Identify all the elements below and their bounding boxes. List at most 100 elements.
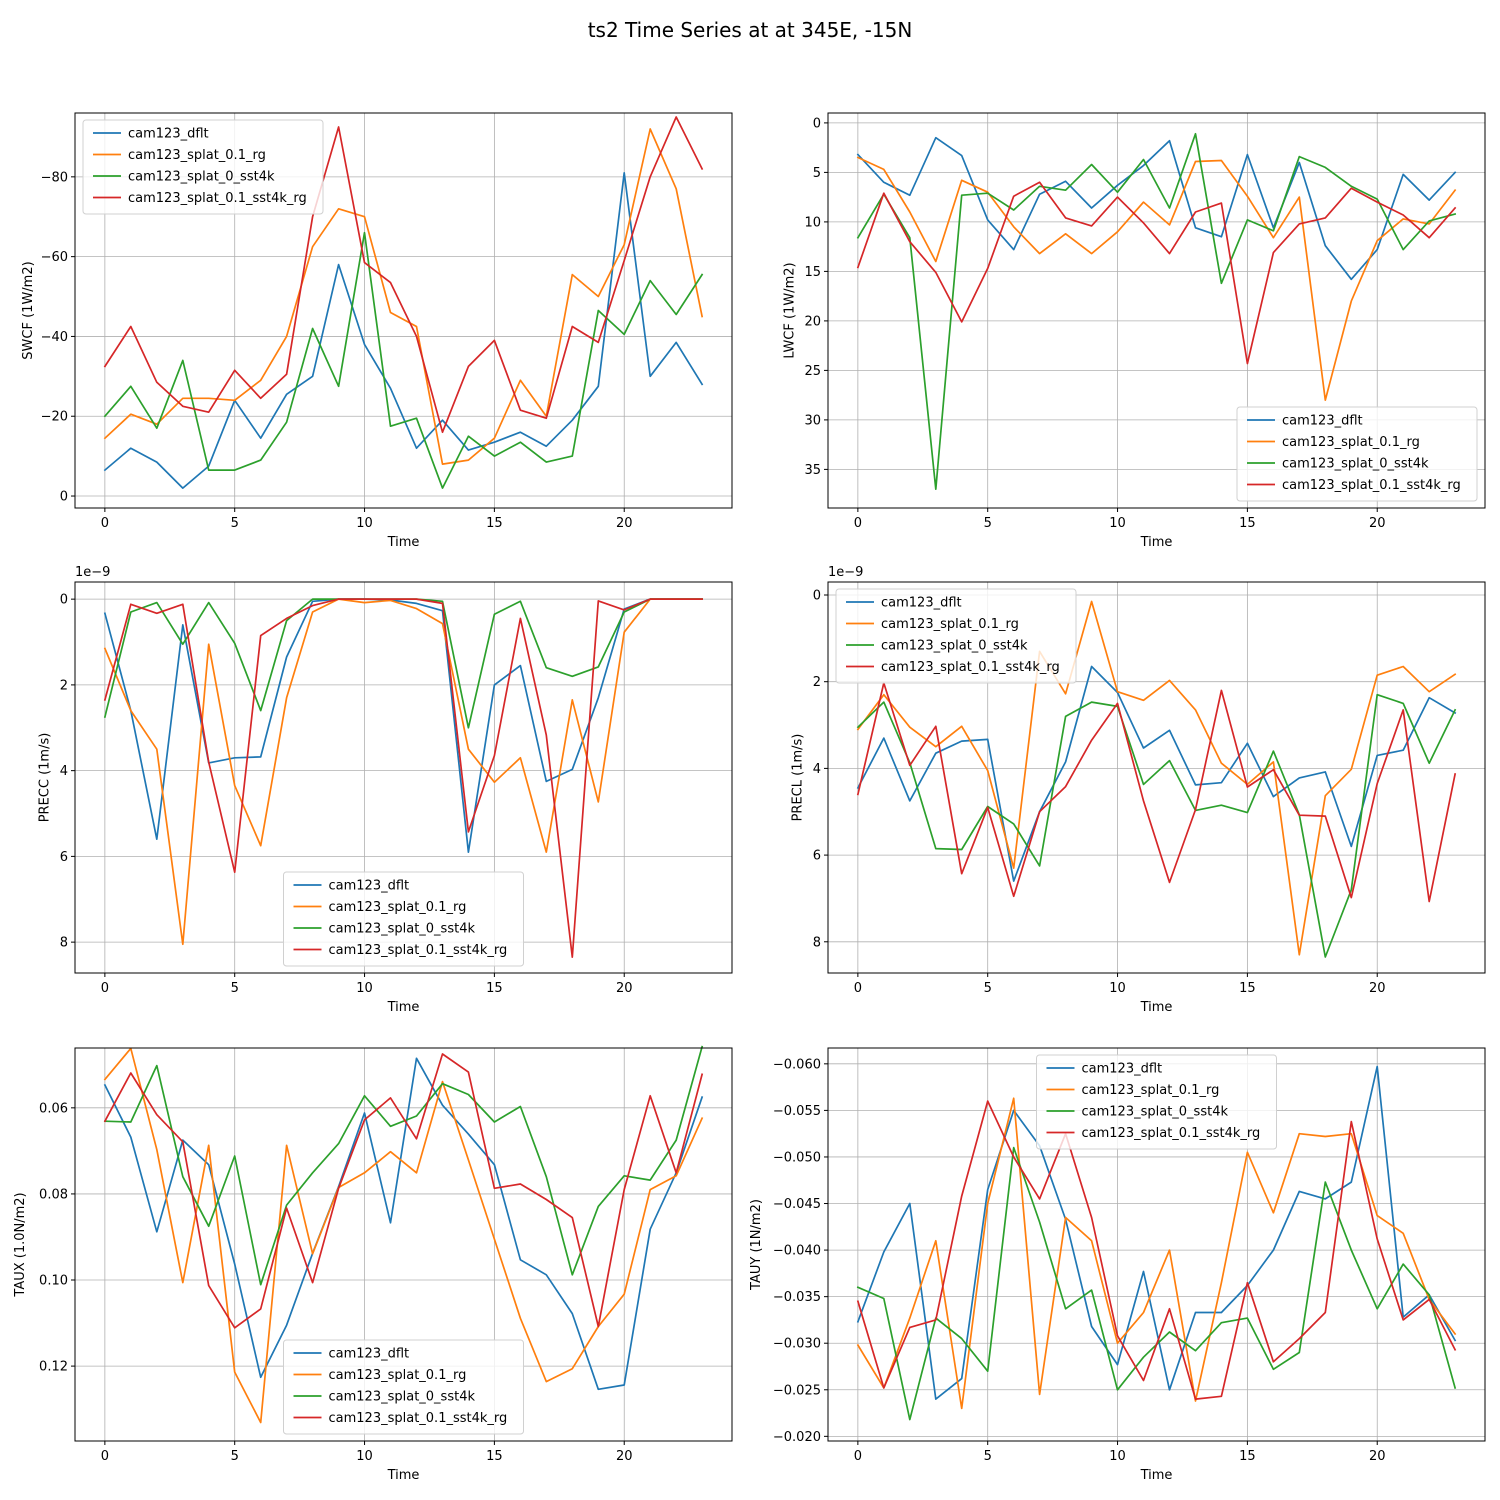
series-line-cam123-splat-0-1-rg xyxy=(103,598,703,946)
y-axis-offset-text: 1e−9 xyxy=(828,565,863,580)
y-tick-label: 0 xyxy=(60,490,68,505)
series-line-cam123-splat-0-1-rg xyxy=(856,600,1457,956)
x-axis-label: Time xyxy=(387,1000,420,1015)
chart-precc: 0 5 10 15 20 0 2 4 6 8 Time PRECC (1m/s) 1e−9 cam123_… xyxy=(38,565,733,1015)
chart-legend: cam123_dflt cam123_splat_0.1_rg cam123_spl… xyxy=(82,119,324,215)
y-axis-label: TAUX (1.0N/m2) xyxy=(13,1192,28,1297)
series-line-cam123-splat-0-sst4k xyxy=(103,231,704,489)
x-tick-label: 5 xyxy=(984,516,992,531)
y-tick-label: −0.020 xyxy=(773,1430,821,1445)
y-tick-label: 8 xyxy=(60,936,68,951)
series-line-cam123-splat-0-1-sst4k-rg xyxy=(856,682,1457,903)
y-tick-label: −0.035 xyxy=(773,1290,821,1305)
y-tick-label: 30 xyxy=(804,413,821,428)
y-tick-label: −0.045 xyxy=(773,1197,821,1212)
x-tick-label: 10 xyxy=(1109,1449,1126,1464)
x-tick-label: 10 xyxy=(356,1449,373,1464)
chart-taux-grid xyxy=(75,1048,732,1441)
x-axis-label: Time xyxy=(1140,1000,1173,1015)
y-tick-label: 4 xyxy=(813,762,821,777)
legend-entry: cam123_splat_0_sst4k xyxy=(1282,457,1429,472)
legend-entry: cam123_dflt xyxy=(329,1347,410,1362)
chart-taux: 0 5 10 15 20 0.06 0.08 0.10 0.12 Time TAUX (1.0N/m… xyxy=(13,1045,733,1483)
chart-legend: cam123_dflt cam123_splat_0.1_rg cam123_spl… xyxy=(1236,406,1478,502)
x-tick-label: 0 xyxy=(854,981,862,996)
legend-entry: cam123_splat_0.1_rg xyxy=(128,148,266,163)
x-axis-label: Time xyxy=(387,1468,420,1483)
y-tick-label: 0.08 xyxy=(39,1187,68,1202)
legend-entry: cam123_splat_0.1_rg xyxy=(329,1368,467,1383)
legend-box xyxy=(283,871,524,967)
legend-entry: cam123_splat_0_sst4k xyxy=(881,639,1028,654)
x-tick-label: 10 xyxy=(356,981,373,996)
y-tick-label: 0 xyxy=(813,116,821,131)
x-tick-label: 20 xyxy=(616,1449,633,1464)
chart-tauy: 0 5 10 15 20 −0.060 −0.055 −0.050 −0.045 −0.040 −0… xyxy=(749,1047,1486,1483)
y-tick-label: −0.040 xyxy=(773,1244,821,1259)
series-line-cam123-dflt xyxy=(856,136,1457,281)
series-line-cam123-splat-0-1-sst4k-rg xyxy=(103,116,704,434)
y-tick-label: −20 xyxy=(41,410,68,425)
y-tick-label: 0.06 xyxy=(39,1101,68,1116)
legend-entry: cam123_splat_0.1_rg xyxy=(329,900,467,915)
x-tick-label: 5 xyxy=(984,981,992,996)
x-axis-label: Time xyxy=(1140,535,1173,550)
plot-frame xyxy=(827,581,1486,974)
legend-entry: cam123_splat_0.1_sst4k_rg xyxy=(1082,1126,1261,1141)
chart-swcf-series xyxy=(103,116,704,489)
y-tick-label: −60 xyxy=(41,250,68,265)
figure-title: ts2 Time Series at at 345E, -15N xyxy=(588,18,913,42)
chart-legend: cam123_dflt cam123_splat_0.1_rg cam123_spl… xyxy=(283,871,524,967)
y-tick-label: 25 xyxy=(804,364,821,379)
x-tick-label: 5 xyxy=(984,1449,992,1464)
legend-box xyxy=(835,588,1077,684)
legend-entry: cam123_splat_0.1_sst4k_rg xyxy=(128,191,307,206)
legend-entry: cam123_dflt xyxy=(329,879,410,894)
series-line-cam123-splat-0-sst4k xyxy=(856,132,1457,491)
series-line-cam123-splat-0-1-sst4k-rg xyxy=(856,181,1457,365)
y-tick-label: 2 xyxy=(60,678,68,693)
x-tick-label: 20 xyxy=(1369,981,1386,996)
x-axis-label: Time xyxy=(1140,1468,1173,1483)
chart-precl: 0 5 10 15 20 0 2 4 6 8 Time PRECL (1m/s) 1e−9 cam123_… xyxy=(791,565,1486,1015)
chart-lwcf-series xyxy=(856,132,1457,491)
y-axis-label: SWCF (1W/m2) xyxy=(21,261,36,359)
legend-entry: cam123_splat_0_sst4k xyxy=(329,922,476,937)
series-line-cam123-splat-0-1-sst4k-rg xyxy=(103,1053,704,1329)
x-tick-label: 0 xyxy=(854,516,862,531)
x-tick-label: 15 xyxy=(1239,981,1256,996)
plot-frame xyxy=(827,112,1486,509)
legend-entry: cam123_dflt xyxy=(1082,1062,1163,1077)
x-tick-label: 20 xyxy=(616,516,633,531)
series-line-cam123-dflt xyxy=(856,665,1457,882)
y-tick-label: −0.055 xyxy=(773,1104,821,1119)
legend-entry: cam123_splat_0.1_sst4k_rg xyxy=(329,943,508,958)
x-tick-label: 15 xyxy=(1239,516,1256,531)
x-tick-label: 5 xyxy=(231,981,239,996)
y-tick-label: −0.025 xyxy=(773,1383,821,1398)
x-tick-label: 10 xyxy=(356,516,373,531)
x-tick-label: 10 xyxy=(1109,516,1126,531)
y-tick-label: 8 xyxy=(813,935,821,950)
y-tick-label: 20 xyxy=(804,314,821,329)
legend-entry: cam123_splat_0.1_rg xyxy=(881,617,1019,632)
x-tick-label: 5 xyxy=(231,516,239,531)
x-tick-label: 0 xyxy=(101,981,109,996)
y-axis-label: PRECL (1m/s) xyxy=(791,734,806,822)
x-tick-label: 15 xyxy=(1239,1449,1256,1464)
chart-legend: cam123_dflt cam123_splat_0.1_rg cam123_spl… xyxy=(835,588,1077,684)
y-axis-label: LWCF (1W/m2) xyxy=(782,262,797,358)
legend-box xyxy=(1236,406,1478,502)
chart-precl-series xyxy=(856,600,1457,958)
x-tick-label: 0 xyxy=(854,1449,862,1464)
series-line-cam123-splat-0-1-sst4k-rg xyxy=(103,598,703,958)
series-line-cam123-splat-0-1-rg xyxy=(856,1097,1457,1410)
x-tick-label: 20 xyxy=(1369,516,1386,531)
x-tick-label: 10 xyxy=(1109,981,1126,996)
series-line-cam123-dflt xyxy=(103,171,704,489)
chart-legend: cam123_dflt cam123_splat_0.1_rg cam123_spl… xyxy=(283,1339,524,1435)
series-line-cam123-splat-0-sst4k xyxy=(856,693,1457,958)
series-line-cam123-splat-0-sst4k xyxy=(104,1045,704,1286)
